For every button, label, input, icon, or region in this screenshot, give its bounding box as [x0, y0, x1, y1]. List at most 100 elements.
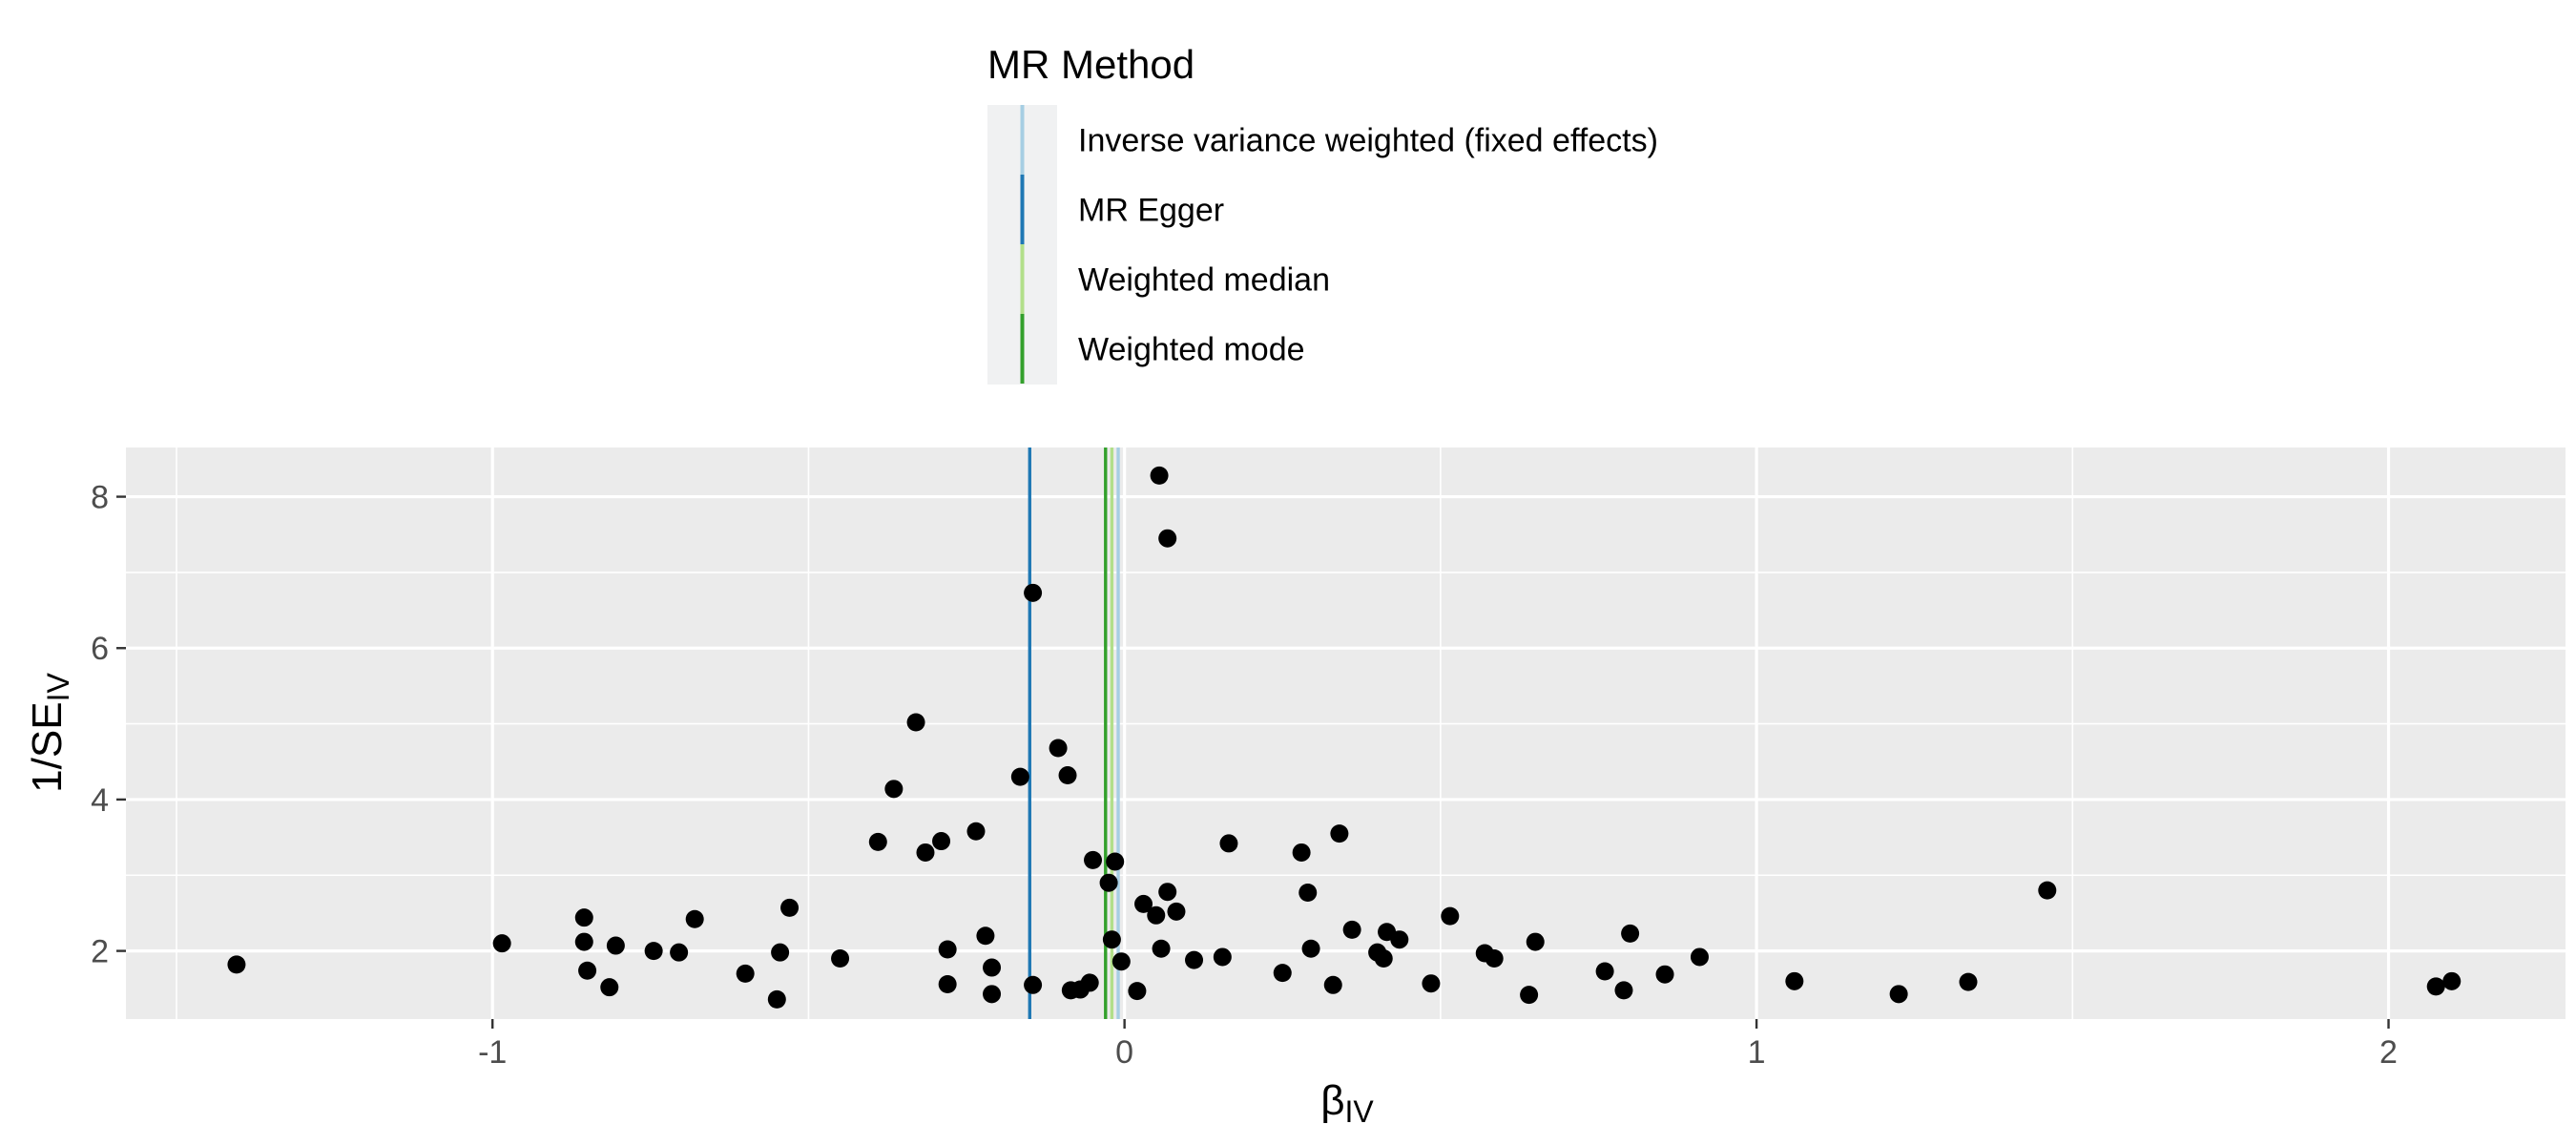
data-point	[736, 964, 755, 983]
data-point	[1219, 834, 1238, 853]
data-point	[1323, 975, 1342, 994]
data-point	[1049, 739, 1068, 758]
data-point	[685, 909, 704, 928]
data-point	[574, 908, 593, 927]
data-point	[1889, 985, 1908, 1004]
data-point	[780, 898, 800, 917]
data-point	[1185, 950, 1204, 969]
data-point	[1128, 982, 1147, 1001]
data-point	[767, 989, 786, 1009]
x-axis-title-main: β	[1320, 1077, 1344, 1124]
data-point	[1152, 939, 1171, 958]
data-point	[1111, 952, 1131, 971]
data-point	[644, 942, 663, 961]
x-axis: -1 0 1 2	[478, 1019, 2398, 1071]
legend-label-0: Inverse variance weighted (fixed effects…	[1078, 123, 1658, 159]
data-point	[227, 955, 246, 974]
y-tick-label: 8	[91, 480, 109, 516]
data-point	[1024, 583, 1043, 602]
data-point	[831, 949, 850, 968]
y-tick-label: 2	[91, 934, 109, 970]
grid-minor	[126, 448, 2566, 1019]
data-point	[1213, 947, 1232, 967]
estimate-lines	[1028, 448, 1120, 1019]
y-tick-label: 4	[91, 782, 109, 819]
data-point	[932, 832, 951, 851]
data-point	[1084, 850, 1103, 869]
data-point	[983, 985, 1002, 1004]
data-point	[1058, 766, 1077, 785]
data-point	[1102, 930, 1121, 949]
data-point	[1614, 981, 1633, 1000]
data-point	[1374, 949, 1393, 968]
data-point	[1080, 973, 1099, 992]
data-point	[868, 832, 887, 851]
data-point	[771, 943, 790, 962]
data-point	[1158, 529, 1177, 548]
y-tick-label: 6	[91, 631, 109, 667]
legend-label-3: Weighted mode	[1078, 332, 1305, 368]
data-point	[1330, 824, 1349, 843]
data-point	[2426, 977, 2445, 996]
grid-major	[126, 448, 2566, 1019]
data-point	[1959, 972, 1978, 991]
data-point	[976, 926, 995, 946]
legend-title: MR Method	[987, 42, 1195, 87]
x-tick-label: 1	[1748, 1034, 1766, 1071]
x-tick-label: 0	[1115, 1034, 1133, 1071]
y-axis-title-subscript: IV	[41, 673, 75, 702]
data-point	[1010, 767, 1029, 786]
data-point	[1621, 924, 1640, 943]
data-point	[1167, 902, 1186, 921]
x-tick-label: 2	[2379, 1034, 2398, 1071]
y-axis-title: 1/SEIV	[24, 673, 75, 793]
legend-label-2: Weighted median	[1078, 262, 1330, 299]
data-point	[1298, 884, 1318, 903]
data-point	[966, 822, 986, 841]
legend-label-1: MR Egger	[1078, 193, 1224, 229]
data-point	[1526, 932, 1545, 951]
data-point	[670, 943, 689, 962]
data-point	[1099, 873, 1118, 892]
data-point	[1301, 939, 1320, 958]
data-point	[600, 978, 619, 997]
data-point	[1785, 971, 1804, 990]
data-point	[1106, 852, 1125, 871]
data-point	[574, 932, 593, 951]
data-point	[938, 940, 957, 959]
data-point	[1690, 947, 1709, 967]
data-point	[1273, 964, 1292, 983]
data-point	[1342, 920, 1361, 939]
data-point	[884, 780, 904, 799]
data-point	[1485, 949, 1504, 968]
x-axis-title: βIV	[1320, 1077, 1374, 1129]
data-point	[906, 713, 925, 732]
data-point	[2038, 881, 2057, 900]
data-point	[1158, 883, 1177, 902]
data-point	[492, 934, 511, 953]
data-point	[938, 975, 957, 994]
data-point	[2442, 971, 2462, 990]
y-axis-title-main: 1/SE	[24, 701, 71, 792]
x-tick-label: -1	[478, 1034, 507, 1071]
data-point	[1655, 965, 1674, 984]
data-point	[1134, 894, 1153, 913]
data-point	[1024, 975, 1043, 994]
data-points	[227, 466, 2462, 1009]
data-point	[1520, 986, 1539, 1005]
data-point	[1422, 974, 1441, 993]
data-point	[1292, 843, 1311, 862]
data-point	[578, 961, 597, 980]
legend: MR Method Inverse variance weighted (fix…	[987, 42, 1658, 385]
data-point	[1150, 466, 1169, 485]
data-point	[983, 958, 1002, 977]
y-axis: 2 4 6 8	[91, 480, 126, 970]
data-point	[606, 936, 625, 955]
data-point	[1595, 962, 1614, 981]
x-axis-title-subscript: IV	[1345, 1094, 1375, 1129]
data-point	[1147, 906, 1166, 925]
data-point	[1390, 930, 1409, 949]
data-point	[916, 843, 935, 862]
data-point	[1441, 906, 1460, 926]
